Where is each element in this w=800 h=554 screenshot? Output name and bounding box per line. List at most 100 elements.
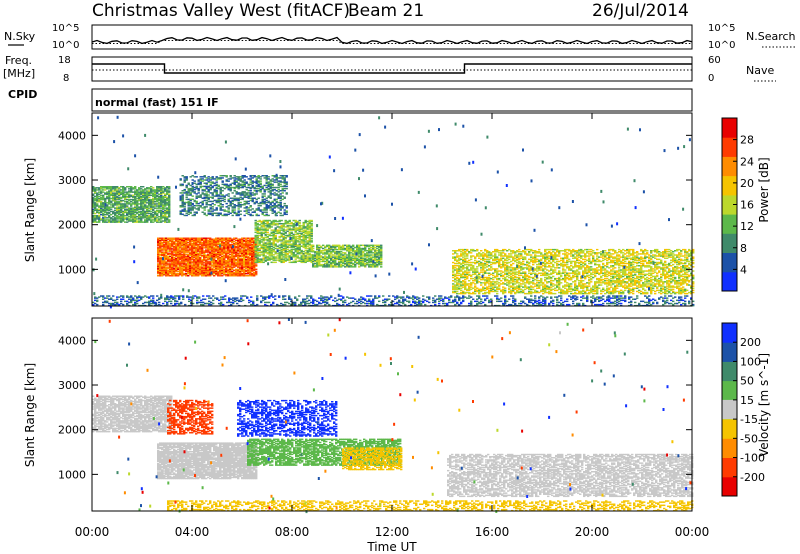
power-cell-r1 <box>157 237 160 239</box>
power-cell-r0 <box>168 206 171 208</box>
power-cell-r0 <box>150 201 153 203</box>
power-cell-r0 <box>120 197 123 200</box>
power-cell-r0 <box>138 216 141 218</box>
power-cell-r0 <box>148 194 151 197</box>
power-cell-r0 <box>138 220 141 222</box>
power-cell-r0 <box>138 193 141 195</box>
power-cell-r0 <box>152 215 155 217</box>
freq-label-line2: [MHz] <box>3 67 35 80</box>
power-cell-r0 <box>164 194 167 197</box>
power-cell-r0 <box>128 196 131 199</box>
power-cell-r0 <box>130 195 133 198</box>
power-cell-r0 <box>112 198 115 201</box>
power-cell-r0 <box>116 196 119 199</box>
power-cell-r0 <box>124 204 127 206</box>
power-cell-r0 <box>134 201 137 203</box>
power-cell-r0 <box>134 206 137 208</box>
power-cell-r0 <box>132 203 135 205</box>
power-cell-r0 <box>118 196 121 199</box>
power-cell-r0 <box>134 203 137 205</box>
power-cell-r0 <box>164 196 167 199</box>
power-cell-r4 <box>468 271 471 273</box>
power-cell-r0 <box>168 188 171 190</box>
power-cell-r1 <box>165 255 168 258</box>
power-cell-r0 <box>156 203 159 205</box>
power-cell-r0 <box>122 193 125 195</box>
power-cell-r0 <box>154 190 157 192</box>
power-cell-r0 <box>158 205 161 207</box>
power-cell-r0 <box>108 209 111 212</box>
power-cell-r0 <box>134 197 137 200</box>
power-cell-r1 <box>167 248 170 250</box>
power-cell-r0 <box>98 216 101 218</box>
power-cell-r0 <box>132 195 135 198</box>
power-cell-r0 <box>130 209 133 212</box>
power-cell-r0 <box>142 217 145 219</box>
power-cell-r0 <box>146 196 149 199</box>
power-cell-r0 <box>136 211 139 214</box>
power-cell-r0 <box>142 189 145 191</box>
power-cell-r0 <box>122 191 125 193</box>
power-cell-r1 <box>157 242 160 245</box>
power-cell-r0 <box>106 209 109 212</box>
power-cell-r0 <box>110 221 113 223</box>
power-cell-r0 <box>146 191 149 193</box>
power-cell-r0 <box>126 212 129 215</box>
power-cell-r0 <box>108 221 111 223</box>
power-cell-r0 <box>106 208 109 210</box>
power-cell-r1 <box>169 260 172 262</box>
power-cell-r1 <box>157 260 160 262</box>
power-cell-r0 <box>102 205 105 207</box>
power-cell-r0 <box>102 196 105 199</box>
power-cell-r0 <box>96 204 99 206</box>
power-cell-r0 <box>92 210 95 213</box>
power-cell-r1 <box>165 240 168 243</box>
power-cell-r0 <box>146 207 149 209</box>
power-cell-r0 <box>118 204 121 206</box>
power-cell-r4 <box>504 287 507 289</box>
power-cell-r0 <box>168 194 171 197</box>
power-cell-r0 <box>128 219 131 221</box>
power-cell-r0 <box>144 201 147 203</box>
power-cell-r0 <box>128 194 131 197</box>
power-cell-r0 <box>130 204 133 206</box>
power-cell-r0 <box>136 209 139 212</box>
power-cell-r0 <box>122 211 125 214</box>
power-cell-r1 <box>163 271 166 274</box>
power-cell-r0 <box>144 191 147 193</box>
power-cell-r1 <box>157 250 160 252</box>
power-cell-r0 <box>140 198 143 201</box>
power-cell-r0 <box>124 194 127 197</box>
noise-left-tick-top: 10^5 <box>52 23 79 34</box>
power-cell-r0 <box>104 213 107 216</box>
power-cell-r0 <box>114 202 117 204</box>
power-cell-r1 <box>163 251 166 253</box>
power-cell-r1 <box>163 240 166 243</box>
power-cell-r1 <box>169 239 172 242</box>
power-cell-r0 <box>92 204 95 206</box>
power-cell-r0 <box>156 210 159 213</box>
power-cell-r0 <box>134 186 137 188</box>
power-cell-r4 <box>498 277 501 280</box>
power-cell-r1 <box>163 249 166 251</box>
power-cell-r0 <box>124 210 127 213</box>
power-cell-r0 <box>138 218 141 220</box>
power-cell-r0 <box>162 210 165 213</box>
power-cell-r0 <box>120 220 123 222</box>
power-cell-r0 <box>124 211 127 214</box>
power-cell-r0 <box>126 209 129 212</box>
power-cell-r0 <box>156 188 159 190</box>
power-cell-r0 <box>164 220 167 222</box>
power-cell-r1 <box>163 237 166 239</box>
power-cell-r0 <box>106 206 109 208</box>
power-cell-r0 <box>120 186 123 188</box>
power-cell-r0 <box>104 199 107 202</box>
power-cell-r0 <box>100 210 103 213</box>
power-cell-r0 <box>114 207 117 209</box>
power-cell-r0 <box>164 190 167 192</box>
power-cell-r1 <box>167 266 170 268</box>
power-cell-r1 <box>161 239 164 242</box>
power-cell-r1 <box>157 275 160 277</box>
power-cell-r1 <box>169 238 172 240</box>
power-cell-r0 <box>112 220 115 222</box>
